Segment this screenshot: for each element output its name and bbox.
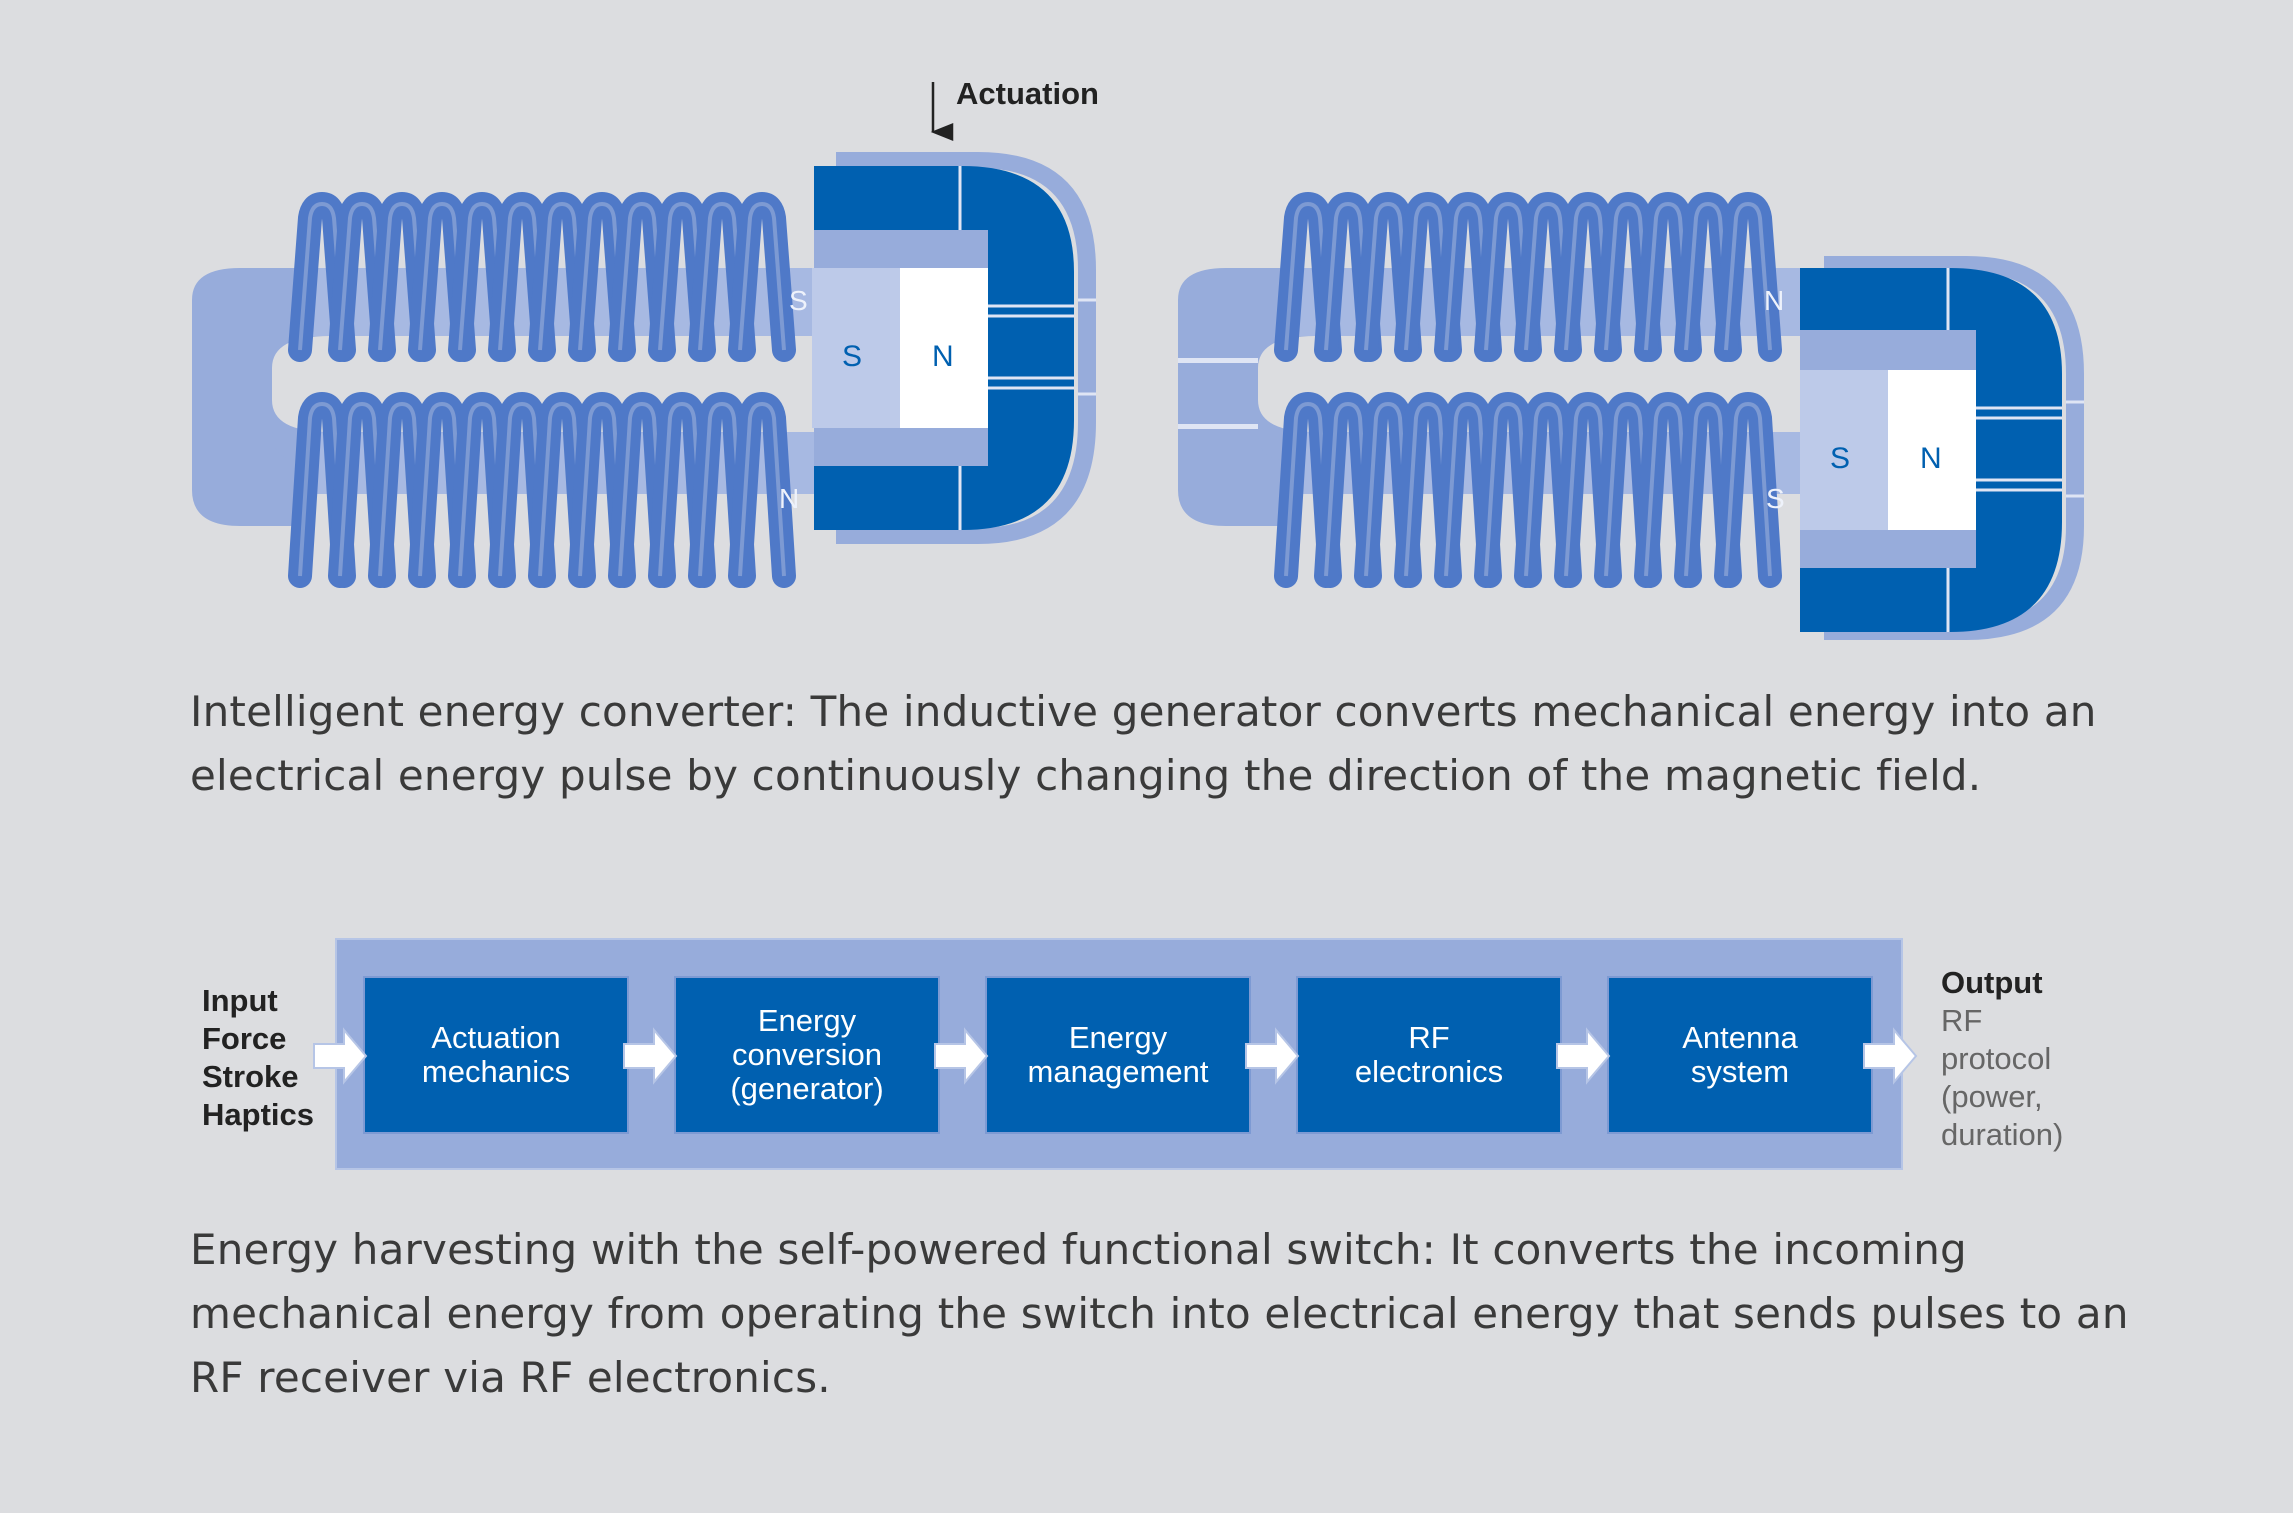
coil-highlight: [298, 201, 346, 351]
coil-highlight: [698, 201, 746, 351]
coil-highlight: [1524, 401, 1572, 577]
right-magnet-s-label: S: [1830, 442, 1850, 475]
coil-highlight: [1404, 401, 1452, 577]
block-actuation-mechanics: Actuation mechanics: [363, 976, 629, 1134]
coil-highlight: [1364, 401, 1412, 577]
coil-highlight: [618, 401, 666, 577]
right-coils: [1274, 191, 1782, 588]
flow-arrow-icon: [1245, 1027, 1300, 1085]
right-magnet-n: [1888, 370, 1976, 530]
output-line: duration): [1941, 1117, 2064, 1152]
right-core-bottom-pole: S: [1766, 483, 1785, 514]
output-line: (power,: [1941, 1079, 2043, 1114]
coil-highlight: [538, 201, 586, 351]
output-line: protocol: [1941, 1041, 2052, 1076]
coil-highlight: [578, 201, 626, 351]
coil-highlight: [658, 401, 706, 577]
coil-highlight: [458, 201, 506, 351]
harvesting-caption: Energy harvesting with the self-powered …: [190, 1225, 2129, 1402]
coil-highlight: [1284, 401, 1332, 577]
coil-highlight: [538, 401, 586, 577]
flow-arrow-icon: [623, 1027, 678, 1085]
coil-highlight: [1724, 401, 1772, 577]
converter-caption: Intelligent energy converter: The induct…: [190, 687, 2097, 800]
coil-highlight: [618, 201, 666, 351]
coil-highlight: [1644, 201, 1692, 351]
left-core-bottom-pole: N: [779, 483, 799, 514]
coil-highlight: [1684, 401, 1732, 577]
left-magnet-s-label: S: [842, 340, 862, 373]
coil-highlight: [1324, 401, 1372, 577]
coil-highlight: [298, 401, 346, 577]
coil-highlight: [1444, 201, 1492, 351]
coil-highlight: [418, 201, 466, 351]
output-title: Output: [1941, 965, 2043, 1000]
flow-arrow-icon: [1556, 1027, 1611, 1085]
coil-highlight: [738, 201, 786, 351]
coil-highlight: [1484, 201, 1532, 351]
coil-highlight: [1684, 201, 1732, 351]
flow-arrow-icon: [1863, 1027, 1918, 1085]
output-line: RF: [1941, 1003, 1983, 1038]
coil-highlight: [1564, 401, 1612, 577]
coil-highlight: [698, 401, 746, 577]
input-label: Input Force Stroke Haptics: [202, 982, 314, 1134]
coil-highlight: [1604, 401, 1652, 577]
left-core-top-pole: S: [789, 285, 808, 316]
left-magnet-n: [900, 268, 988, 428]
coil-highlight: [458, 401, 506, 577]
block-rf-electronics: RF electronics: [1296, 976, 1562, 1134]
block-antenna-system: Antenna system: [1607, 976, 1873, 1134]
right-core-top-pole: N: [1764, 285, 1784, 316]
coil-highlight: [338, 401, 386, 577]
right-magnet-n-label: N: [1920, 442, 1942, 475]
coil-highlight: [418, 401, 466, 577]
input-line: Haptics: [202, 1097, 314, 1132]
coil-highlight: [498, 401, 546, 577]
coil-highlight: [658, 201, 706, 351]
coil-highlight: [1644, 401, 1692, 577]
coil-highlight: [498, 201, 546, 351]
coil-highlight: [1724, 201, 1772, 351]
coil-highlight: [1524, 201, 1572, 351]
block-energy-management: Energy management: [985, 976, 1251, 1134]
coil-highlight: [1404, 201, 1452, 351]
block-energy-conversion: Energy conversion (generator): [674, 976, 940, 1134]
coil-highlight: [338, 201, 386, 351]
left-magnet-s: [812, 268, 900, 428]
coil-highlight: [378, 201, 426, 351]
coil-highlight: [1284, 201, 1332, 351]
flow-arrow-icon: [934, 1027, 989, 1085]
coil-highlight: [1364, 201, 1412, 351]
coil-highlight: [738, 401, 786, 577]
coil-highlight: [378, 401, 426, 577]
generator-state-right: N S S N: [1178, 191, 2084, 640]
left-yoke: [814, 166, 1074, 530]
right-yoke: [1800, 268, 2062, 632]
left-magnet-n-label: N: [932, 340, 954, 373]
left-coils: [288, 191, 796, 588]
coil-highlight: [1484, 401, 1532, 577]
coil-highlight: [578, 401, 626, 577]
input-line: Input: [202, 983, 278, 1018]
coil-highlight: [1604, 201, 1652, 351]
flow-arrow-icon: [313, 1027, 368, 1085]
generator-state-left: S N S N Actuation: [192, 76, 1099, 588]
input-line: Stroke: [202, 1059, 299, 1094]
actuation-label: Actuation: [956, 76, 1099, 111]
coil-highlight: [1564, 201, 1612, 351]
coil-highlight: [1324, 201, 1372, 351]
right-magnet-s: [1800, 370, 1888, 530]
coil-highlight: [1444, 401, 1492, 577]
output-label: Output RF protocol (power, duration): [1941, 964, 2063, 1154]
input-line: Force: [202, 1021, 287, 1056]
